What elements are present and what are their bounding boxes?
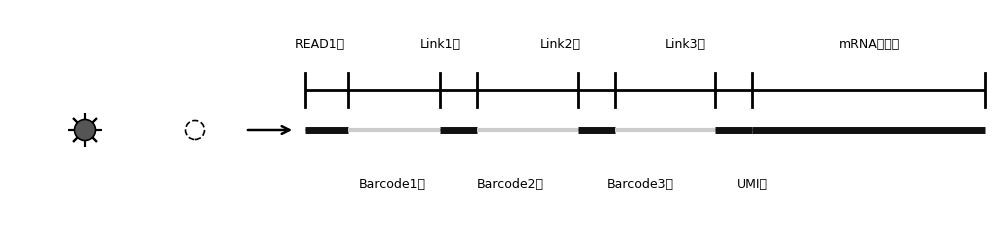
Text: Barcode3区: Barcode3区 xyxy=(606,178,674,192)
Text: Link3区: Link3区 xyxy=(664,38,706,52)
Text: Barcode2区: Barcode2区 xyxy=(477,178,544,192)
Text: READ1区: READ1区 xyxy=(295,38,345,52)
Text: mRNA捕获区: mRNA捕获区 xyxy=(839,38,901,52)
Ellipse shape xyxy=(74,120,96,141)
Text: Barcode1区: Barcode1区 xyxy=(358,178,426,192)
Text: Link1区: Link1区 xyxy=(420,38,460,52)
Text: UMI区: UMI区 xyxy=(736,178,768,192)
Text: Link2区: Link2区 xyxy=(540,38,580,52)
